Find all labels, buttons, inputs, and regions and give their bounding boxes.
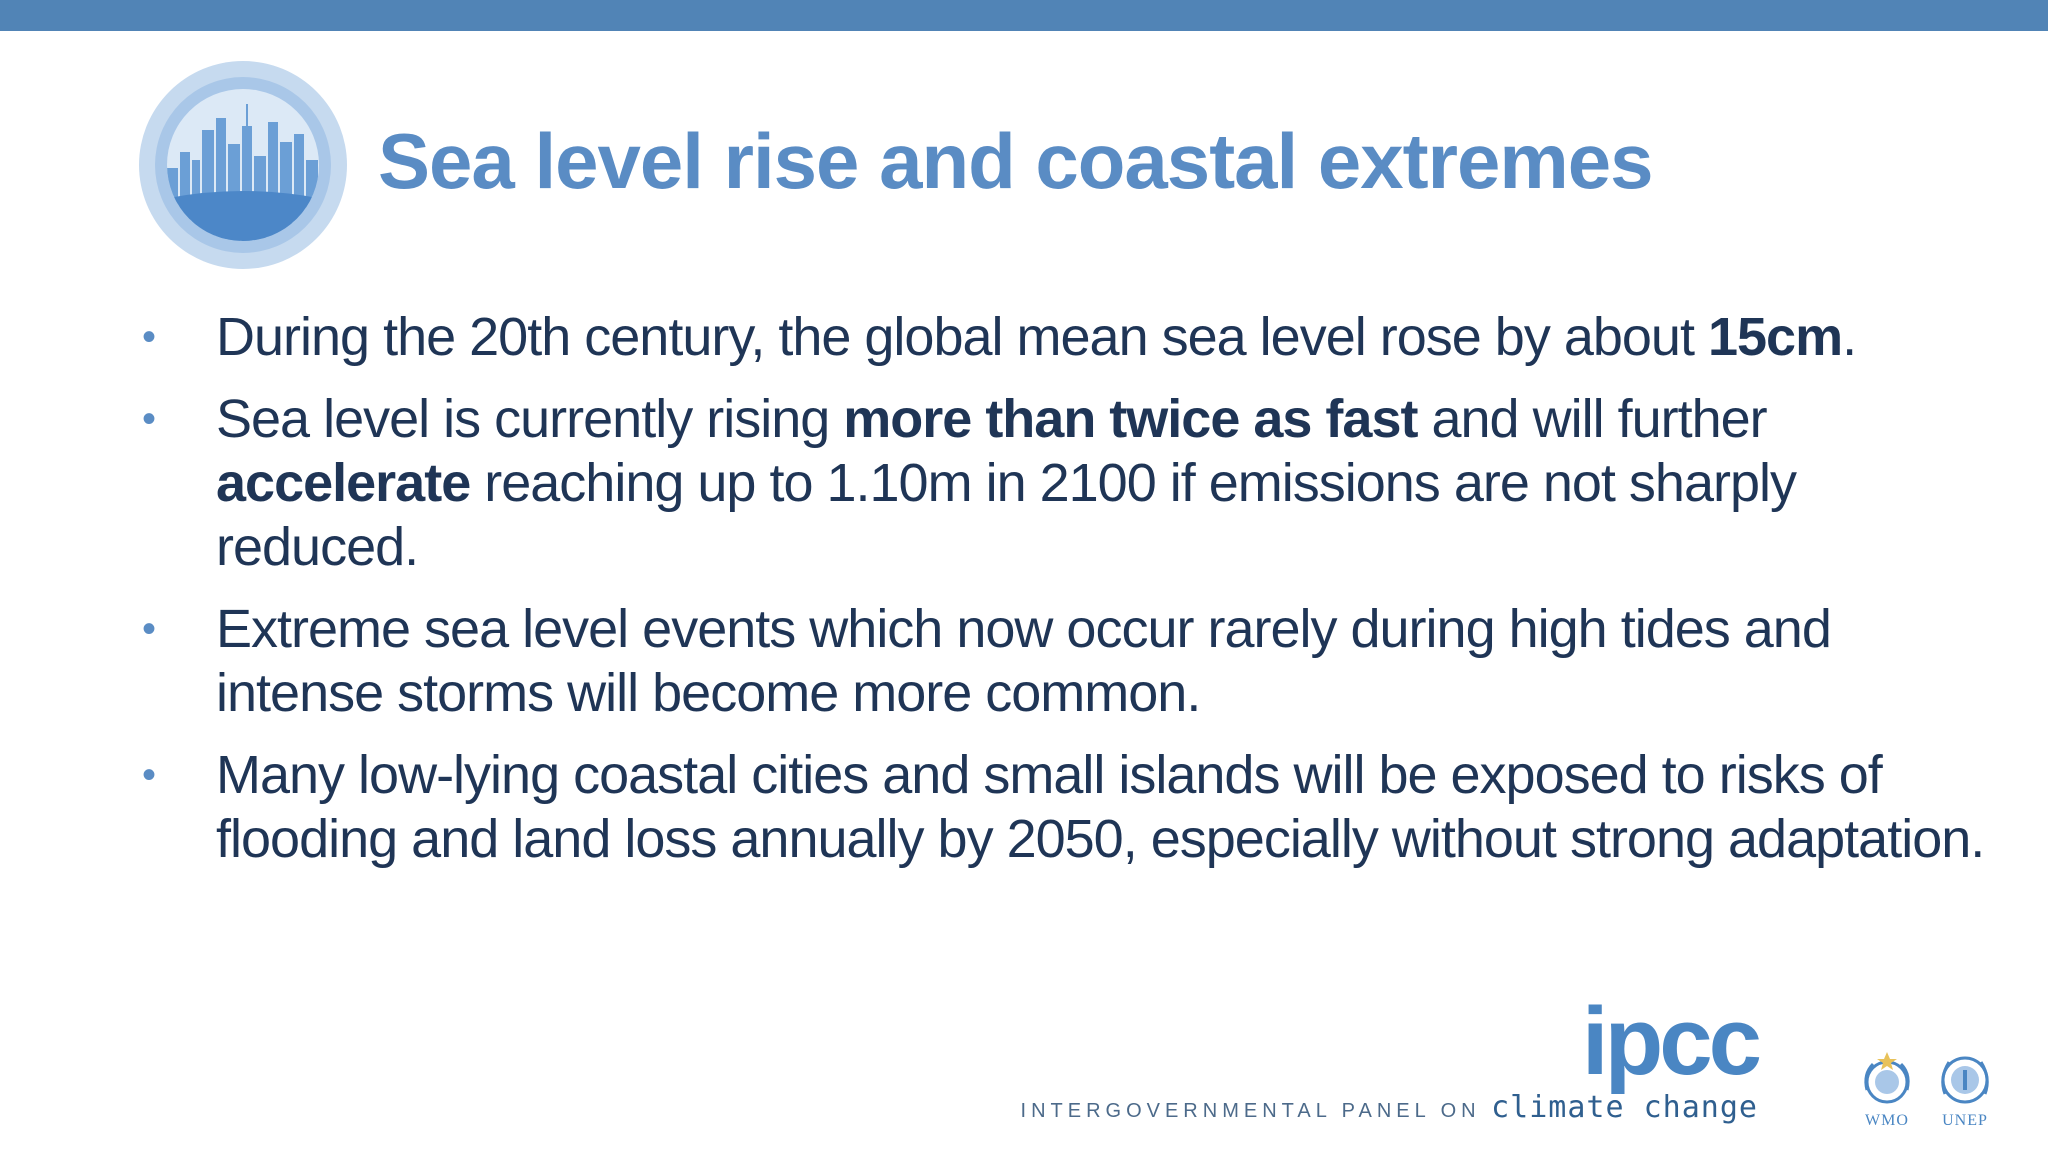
bullet-item: • Sea level is currently rising more than… (138, 387, 1998, 579)
ipcc-tagline: INTERGOVERNMENTAL PANEL ON climate chang… (1021, 1090, 1758, 1125)
bullet-text: Sea level is currently rising (216, 389, 844, 449)
tagline-prefix: INTERGOVERNMENTAL PANEL ON (1020, 1100, 1492, 1122)
wmo-emblem-icon (1864, 1052, 1910, 1104)
bullet-text-bold: more than twice as fast (843, 389, 1418, 449)
bullet-text: reaching up to 1.10m in 2100 if emission… (216, 453, 1797, 577)
unep-label: UNEP (1942, 1112, 1988, 1129)
bullet-item: • Extreme sea level events which now occu… (138, 597, 1998, 725)
bullet-text-bold: accelerate (216, 453, 471, 513)
bullet-item: • During the 20th century, the global mea… (138, 305, 1998, 369)
bullet-dot: • (142, 397, 156, 441)
wmo-label: WMO (1865, 1112, 1909, 1129)
bullet-text-bold: 15cm (1707, 307, 1843, 367)
footer: ipcc INTERGOVERNMENTAL PANEL ON climate … (1021, 982, 2048, 1152)
slide-title: Sea level rise and coastal extremes (378, 117, 1653, 205)
bullet-text: Extreme sea level events which now occur… (216, 599, 1832, 723)
bullet-dot: • (142, 315, 156, 359)
bullet-item: • Many low-lying coastal cities and small… (138, 743, 1998, 871)
tagline-suffix: climate change (1491, 1090, 1758, 1125)
top-accent-bar (0, 0, 2048, 31)
wmo-logo: WMO (1850, 1050, 1924, 1130)
city-skyline-icon (138, 60, 348, 270)
bullet-dot: • (142, 607, 156, 651)
bullet-dot: • (142, 753, 156, 797)
bullet-text: During the 20th century, the global mean… (216, 307, 1708, 367)
unep-emblem-icon (1941, 1056, 1989, 1104)
bullet-text: and will further (1417, 389, 1767, 449)
bullet-text: . (1842, 307, 1857, 367)
unep-logo: UNEP (1928, 1050, 2002, 1130)
ipcc-logo: ipcc (1581, 988, 1762, 1095)
bullet-text: Many low-lying coastal cities and small … (216, 745, 1985, 869)
bullet-list: • During the 20th century, the global mea… (138, 305, 1998, 889)
